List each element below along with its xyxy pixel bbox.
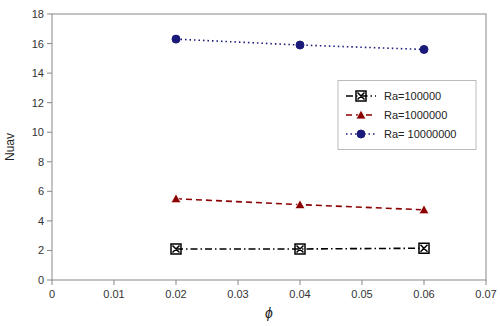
y-tick (47, 280, 52, 281)
data-point (296, 41, 304, 49)
data-point (171, 194, 181, 203)
y-tick (47, 220, 52, 221)
legend-marker (356, 91, 366, 101)
x-tick (486, 280, 487, 285)
y-tick (47, 161, 52, 162)
y-tick-label: 18 (32, 8, 44, 20)
legend-label: Ra=1000000 (384, 109, 447, 121)
y-tick-label: 2 (38, 244, 44, 256)
y-tick (47, 250, 52, 251)
y-tick (47, 43, 52, 44)
legend-marker (357, 130, 365, 138)
x-tick (176, 280, 177, 285)
chart: 0 0.01 0.02 0.03 0.04 0.05 0.06 0.07 0 2 4 6 8 10 12 14… (0, 0, 500, 326)
data-point (420, 45, 428, 53)
x-tick-label: 0.06 (413, 288, 434, 300)
x-tick-label: 0.03 (227, 288, 248, 300)
x-tick-label: 0.01 (103, 288, 124, 300)
legend-label: Ra=100000 (384, 90, 441, 102)
y-tick (47, 191, 52, 192)
plot-frame (52, 14, 486, 280)
y-tick-label: 12 (32, 97, 44, 109)
y-tick-label: 16 (32, 38, 44, 50)
data-point (295, 200, 305, 209)
y-tick-label: 8 (38, 156, 44, 168)
x-axis-label: ϕ (265, 305, 273, 321)
y-tick-label: 4 (38, 215, 44, 227)
y-tick-label: 10 (32, 126, 44, 138)
y-tick (47, 14, 52, 15)
x-tick-label: 0.07 (475, 288, 496, 300)
x-tick (300, 280, 301, 285)
series-line (176, 39, 424, 49)
data-point (295, 244, 305, 254)
y-tick-label: 6 (38, 185, 44, 197)
series-line (176, 199, 424, 210)
legend-marker (356, 110, 366, 119)
y-tick-label: 14 (32, 67, 44, 79)
data-point (172, 35, 180, 43)
y-tick (47, 73, 52, 74)
legend-label: Ra= 10000000 (384, 128, 456, 140)
x-tick-label: 0.04 (289, 288, 310, 300)
x-tick (52, 280, 53, 285)
x-tick (362, 280, 363, 285)
legend-box (338, 81, 476, 150)
y-tick (47, 102, 52, 103)
x-tick-label: 0.05 (351, 288, 372, 300)
legend: Ra=100000 Ra=1000000 Ra= 10000000 (338, 81, 476, 150)
y-tick-label: 0 (38, 274, 44, 286)
x-tick-label: 0.02 (165, 288, 186, 300)
x-tick (424, 280, 425, 285)
data-point (419, 243, 429, 253)
x-tick (238, 280, 239, 285)
data-point (419, 205, 429, 214)
y-tick (47, 132, 52, 133)
data-point (171, 244, 181, 254)
x-tick-label: 0 (49, 288, 55, 300)
x-tick (114, 280, 115, 285)
y-axis-label: Nuav (3, 133, 17, 161)
